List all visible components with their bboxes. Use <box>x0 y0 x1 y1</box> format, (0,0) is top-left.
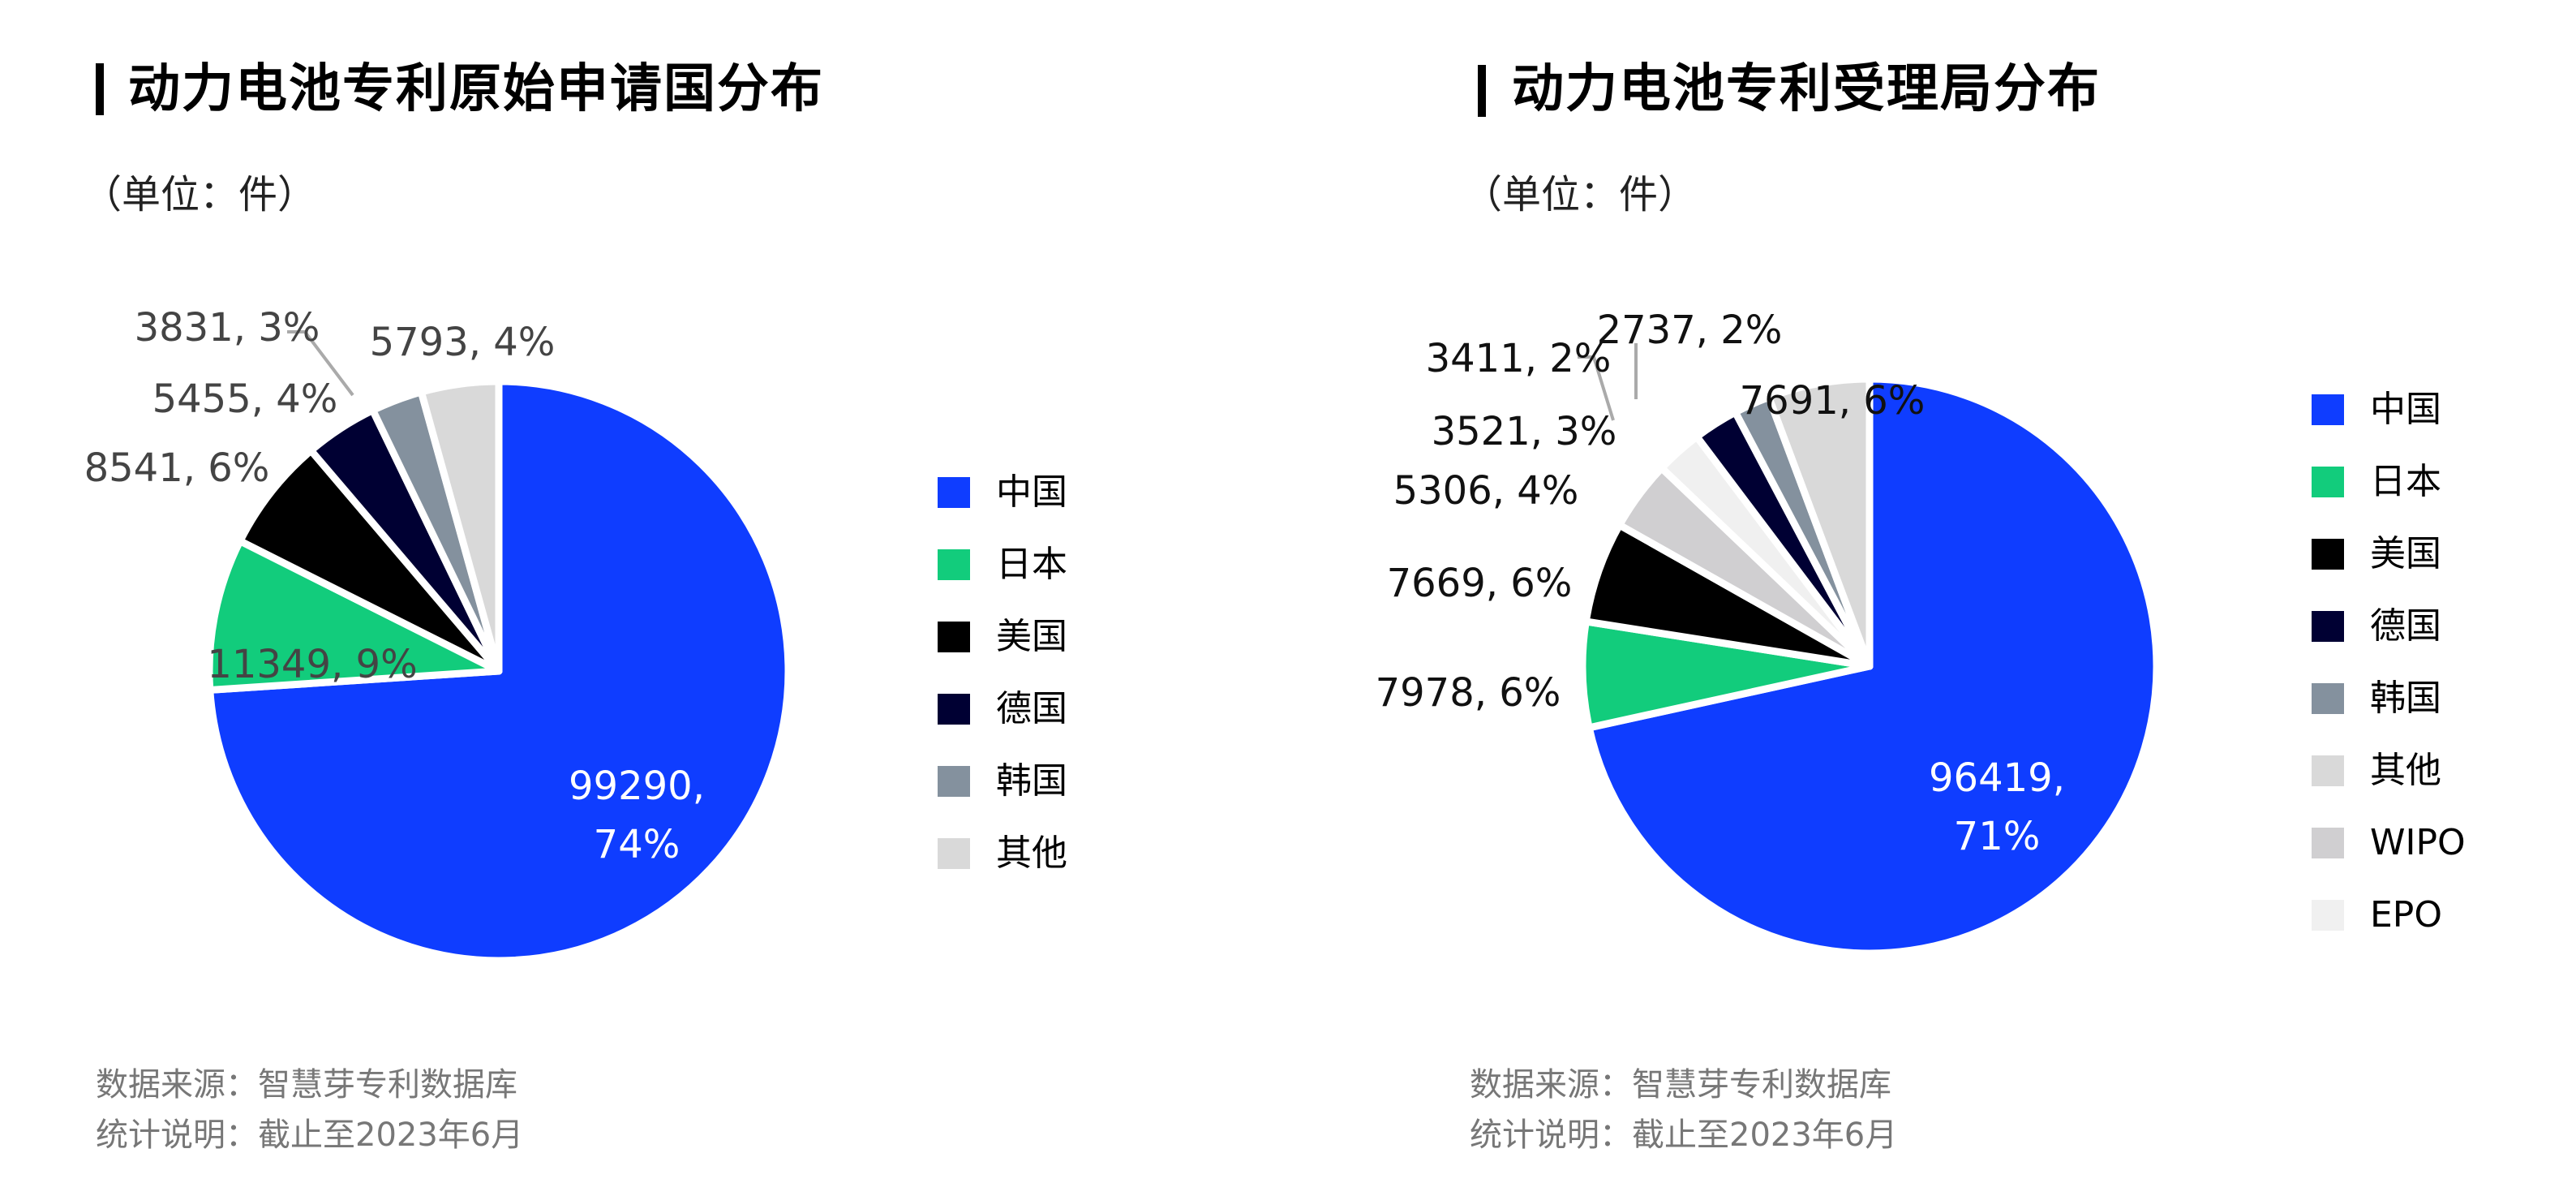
legend-item-日本[interactable]: 日本 <box>2312 462 2441 501</box>
left-stat-note: 统计说明：截止至2023年6月 <box>96 1116 524 1154</box>
legend-item-epo[interactable]: EPO <box>2312 896 2442 935</box>
legend-swatch-icon <box>938 766 970 797</box>
data-label-wipo: 5306, 4% <box>1393 468 1579 514</box>
data-label-中国: 96419, 71% <box>1929 755 2065 859</box>
right-chart-panel: 动力电池专利受理局分布 （单位：件） 数据来源：智慧芽专利数据库 统计说明：截止… <box>1379 0 2576 1196</box>
legend-label: 日本 <box>2370 461 2441 502</box>
legend-item-其他[interactable]: 其他 <box>938 832 1067 874</box>
right-chart-title: 动力电池专利受理局分布 <box>1512 59 2101 119</box>
legend-label: EPO <box>2370 894 2442 936</box>
left-chart-panel: 动力电池专利原始申请国分布 （单位：件） 数据来源：智慧芽专利数据库 统计说明：… <box>83 59 824 1160</box>
data-label-其他: 7691, 6% <box>1740 378 1926 424</box>
legend-label: WIPO <box>2370 822 2466 863</box>
pie-slice-其他[interactable] <box>1765 375 1874 670</box>
legend-swatch-icon <box>2312 683 2344 714</box>
legend-item-中国[interactable]: 中国 <box>938 471 1067 513</box>
legend-swatch-icon <box>938 622 970 652</box>
legend-item-日本[interactable]: 日本 <box>938 545 1067 584</box>
legend-item-wipo[interactable]: WIPO <box>2312 824 2466 863</box>
left-source-note: 数据来源：智慧芽专利数据库 统计说明：截止至2023年6月 <box>96 1060 523 1160</box>
legend-item-韩国[interactable]: 韩国 <box>938 760 1067 802</box>
right-source-note: 数据来源：智慧芽专利数据库 统计说明：截止至2023年6月 <box>1470 1060 1897 1160</box>
legend-swatch-icon <box>2312 755 2344 786</box>
title-accent-bar <box>1478 65 1486 117</box>
legend-label: 韩国 <box>996 760 1067 802</box>
legend-item-韩国[interactable]: 韩国 <box>2312 678 2441 719</box>
leader-line <box>287 330 354 397</box>
legend-swatch-icon <box>938 838 970 869</box>
legend-swatch-icon <box>938 477 970 508</box>
legend-item-美国[interactable]: 美国 <box>2312 535 2441 574</box>
left-pie-chart: 99290, 74% 11349, 9% 8541, 6% 5455, 4% 3831, … <box>84 305 792 965</box>
pie-slice-美国[interactable] <box>236 446 503 675</box>
data-label-德国: 3411, 2% <box>1426 336 1612 381</box>
left-unit-label: （单位：件） <box>83 172 317 217</box>
right-data-source: 数据来源：智慧芽专利数据库 <box>1470 1066 1891 1104</box>
legend-swatch-icon <box>2312 539 2344 570</box>
legend-label: 中国 <box>2370 389 2441 430</box>
data-label-韩国: 2737, 2% <box>1597 308 1783 353</box>
data-label-中国: 99290, 74% <box>569 764 705 867</box>
legend-swatch-icon <box>2312 467 2344 497</box>
data-label-美国: 7669, 6% <box>1387 561 1573 606</box>
legend-swatch-icon <box>2312 900 2344 931</box>
legend-swatch-icon <box>2312 828 2344 858</box>
legend-swatch-icon <box>2312 611 2344 642</box>
legend-label: 美国 <box>2370 533 2441 574</box>
leader-line <box>1578 355 1615 421</box>
legend-item-德国[interactable]: 德国 <box>2312 605 2441 647</box>
legend-swatch-icon <box>938 549 970 580</box>
legend-label: 德国 <box>996 688 1067 729</box>
right-unit-label: （单位：件） <box>1463 172 1698 217</box>
legend-swatch-icon <box>2312 394 2344 425</box>
right-pie-chart: 96419, 71% 7978, 6% 7669, 6% 5306, 4% 3521, 3… <box>1376 308 2161 957</box>
legend-label: 中国 <box>996 471 1067 513</box>
pie-slice-其他[interactable] <box>417 377 503 675</box>
left-chart-title: 动力电池专利原始申请国分布 <box>128 59 824 119</box>
legend-item-中国[interactable]: 中国 <box>2312 390 2441 429</box>
data-label-日本: 11349, 9% <box>207 642 417 687</box>
legend-label: 日本 <box>996 544 1067 585</box>
legend-label: 德国 <box>2370 605 2441 647</box>
legend-item-其他[interactable]: 其他 <box>2312 751 2441 790</box>
legend-label: 其他 <box>2370 750 2441 791</box>
legend-swatch-icon <box>938 694 970 725</box>
data-label-德国: 5455, 4% <box>152 376 338 422</box>
pie-slice-日本[interactable] <box>205 537 503 694</box>
data-label-epo: 3521, 3% <box>1432 409 1617 454</box>
legend-item-德国[interactable]: 德国 <box>938 690 1067 729</box>
right-stat-note: 统计说明：截止至2023年6月 <box>1470 1116 1898 1154</box>
data-label-其他: 5793, 4% <box>370 320 556 365</box>
legend-label: 韩国 <box>2370 678 2441 719</box>
left-data-source: 数据来源：智慧芽专利数据库 <box>96 1066 517 1104</box>
data-label-美国: 8541, 6% <box>84 445 270 491</box>
data-label-韩国: 3831, 3% <box>135 305 320 351</box>
data-label-日本: 7978, 6% <box>1376 670 1561 716</box>
legend-item-美国[interactable]: 美国 <box>938 617 1067 656</box>
title-accent-bar <box>96 63 104 115</box>
legend-label: 美国 <box>996 616 1067 657</box>
legend-label: 其他 <box>996 832 1067 874</box>
